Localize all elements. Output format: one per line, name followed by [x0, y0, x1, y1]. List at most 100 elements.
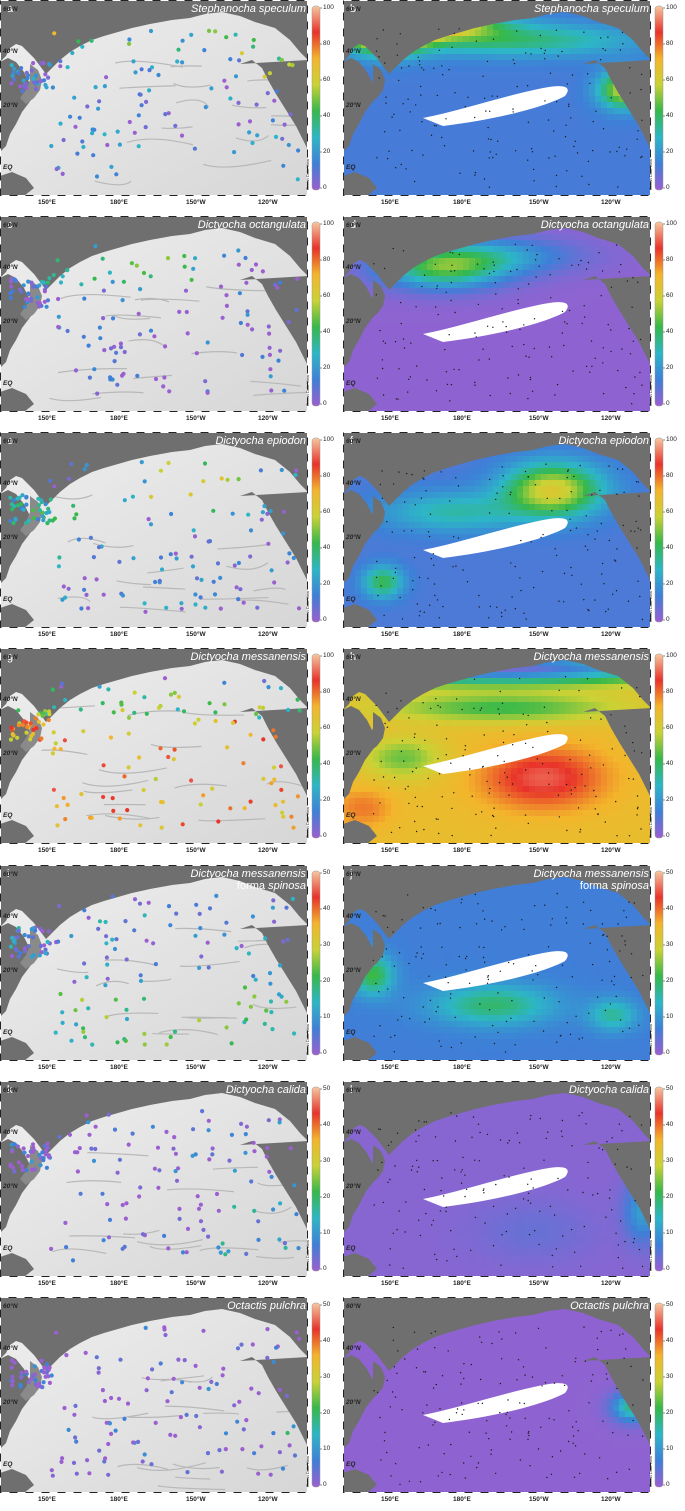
station-dot: [171, 1147, 175, 1151]
lon-label: 120°W: [258, 631, 278, 638]
station-marker: [528, 357, 529, 358]
station-marker: [602, 923, 603, 924]
station-marker: [584, 305, 585, 306]
station-marker: [637, 795, 638, 796]
station-marker: [418, 1167, 419, 1168]
station-dot: [57, 315, 61, 319]
colorbar-tick-label: 60: [323, 724, 330, 731]
station-dot: [83, 1035, 87, 1039]
station-marker: [597, 1349, 598, 1350]
station-marker: [617, 923, 618, 924]
station-marker: [436, 725, 437, 726]
species-name: Dictyocha epiodon: [558, 435, 649, 447]
lon-label: 150°W: [186, 1280, 206, 1287]
station-dot: [79, 282, 83, 286]
station-marker: [385, 693, 386, 694]
station-marker: [412, 1166, 413, 1167]
station-dot: [266, 685, 270, 689]
station-marker: [376, 157, 377, 158]
colorbar: [312, 6, 320, 190]
station-dot: [102, 593, 106, 597]
station-dot: [269, 1473, 273, 1477]
station-dot: [54, 1331, 58, 1335]
station-dot: [49, 144, 53, 148]
station-marker: [495, 828, 496, 829]
station-dot: [280, 811, 284, 815]
colorbar-tick-label: 50: [323, 1085, 330, 1092]
lon-label: 150°E: [381, 199, 399, 206]
station-dot: [76, 1169, 80, 1173]
station-marker: [472, 796, 473, 797]
lon-label: 150°E: [38, 631, 56, 638]
station-marker: [394, 1051, 395, 1052]
station-dot: [231, 721, 235, 725]
station-dot: [193, 592, 197, 596]
station-marker: [391, 832, 392, 833]
station-marker: [527, 1439, 528, 1440]
station-marker: [579, 1473, 580, 1474]
station-marker: [417, 806, 418, 807]
station-marker: [384, 131, 385, 132]
lat-label: 20°N: [346, 534, 361, 541]
station-dot: [296, 177, 300, 181]
station-dot: [104, 75, 108, 79]
station-dot: [269, 999, 273, 1003]
station-marker: [602, 935, 603, 936]
station-marker: [490, 1454, 491, 1455]
lat-label: 20°N: [3, 534, 18, 541]
station-marker: [373, 1390, 374, 1391]
station-marker: [456, 698, 457, 699]
lat-label: 40°N: [3, 696, 18, 703]
station-marker: [591, 494, 592, 495]
colorbar-tick-label: 40: [323, 112, 330, 119]
station-marker: [551, 510, 552, 511]
station-marker: [588, 610, 589, 611]
station-dot: [88, 376, 92, 380]
station-dot: [16, 708, 20, 712]
station-marker: [478, 359, 479, 360]
station-marker: [614, 559, 615, 560]
colorbar-tick-label: 0: [666, 832, 670, 839]
panel-title: Dictyocha messanensis: [533, 651, 649, 663]
station-dot: [262, 679, 266, 683]
station-marker: [493, 271, 494, 272]
station-marker: [532, 151, 533, 152]
station-marker: [636, 481, 637, 482]
station-marker: [624, 155, 625, 156]
station-marker: [553, 130, 554, 131]
map-svg-f: [343, 432, 685, 646]
colorbar-tick-label: 0: [666, 616, 670, 623]
station-marker: [568, 1410, 569, 1411]
station-marker: [571, 793, 572, 794]
station-dot: [82, 588, 86, 592]
form-prefix: forma: [237, 880, 268, 892]
station-dot: [219, 285, 223, 289]
station-marker: [506, 1425, 507, 1426]
colorbar-tick-label: 80: [666, 688, 673, 695]
station-marker: [523, 1198, 524, 1199]
station-dot: [80, 998, 84, 1002]
station-marker: [510, 492, 511, 493]
station-marker: [507, 1142, 508, 1143]
station-dot: [149, 29, 153, 33]
station-marker: [602, 48, 603, 49]
station-dot: [158, 579, 162, 583]
station-marker: [634, 376, 635, 377]
station-dot: [193, 534, 197, 538]
station-marker: [478, 1124, 479, 1125]
station-marker: [489, 792, 490, 793]
station-dot: [156, 1186, 160, 1190]
station-dot: [287, 62, 291, 66]
station-marker: [642, 1436, 643, 1437]
station-dot: [163, 344, 167, 348]
station-marker: [578, 264, 579, 265]
station-marker: [538, 1448, 539, 1449]
station-dot: [144, 125, 148, 129]
station-dot: [249, 1179, 253, 1183]
station-marker: [590, 943, 591, 944]
panel-title: Dictyocha calida: [226, 1084, 306, 1096]
lon-label: 150°W: [186, 199, 206, 206]
station-marker: [558, 1001, 559, 1002]
station-marker: [463, 1409, 464, 1410]
